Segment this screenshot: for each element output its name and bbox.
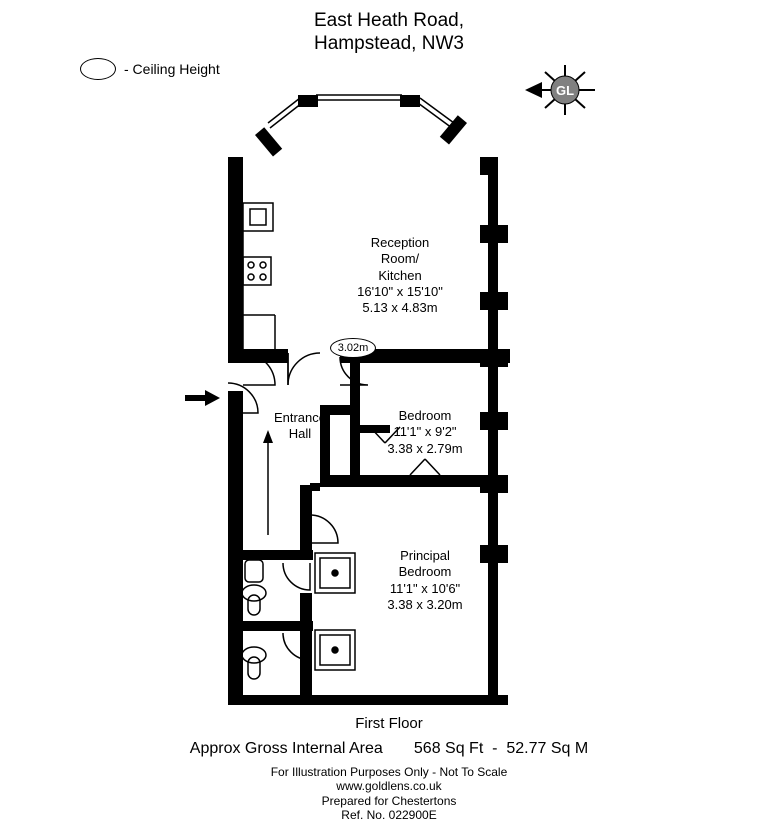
entrance-arrow-icon — [185, 390, 220, 411]
title-line-1: East Heath Road, — [0, 10, 778, 32]
area-line: Approx Gross Internal Area 568 Sq Ft - 5… — [0, 740, 778, 758]
disclaimer-block: For Illustration Purposes Only - Not To … — [0, 765, 778, 823]
principal-bedroom-label: Principal Bedroom 11'1" x 10'6" 3.38 x 3… — [370, 548, 480, 613]
legend-ellipse-icon — [80, 58, 116, 80]
entrance-hall-label: Entrance Hall — [260, 410, 340, 443]
legend-ceiling-height: - Ceiling Height — [80, 58, 220, 80]
floor-label: First Floor — [0, 715, 778, 732]
bedroom-label: Bedroom 11'1" x 9'2" 3.38 x 2.79m — [370, 408, 480, 457]
ceiling-height-oval: 3.02m — [330, 338, 376, 358]
title-line-2: Hampstead, NW3 — [0, 33, 778, 55]
legend-text: - Ceiling Height — [124, 61, 220, 77]
reception-label: Reception Room/ Kitchen 16'10" x 15'10" … — [330, 235, 470, 316]
